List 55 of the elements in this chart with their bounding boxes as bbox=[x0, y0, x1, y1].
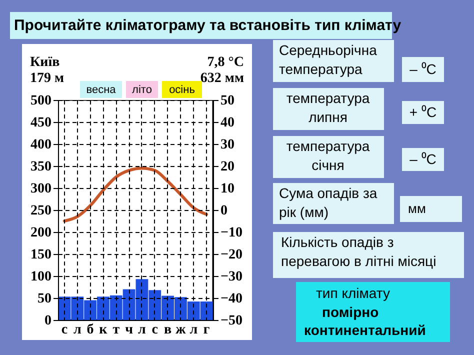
y2-tick-label: −10 bbox=[220, 226, 242, 240]
y2-tick-label: 50 bbox=[220, 94, 234, 108]
text: Київ bbox=[30, 55, 60, 70]
y-tick-label: 250 bbox=[30, 204, 52, 218]
text: весна bbox=[86, 84, 117, 96]
text: Середньорічна температура bbox=[279, 42, 378, 77]
x-tick-label: к bbox=[99, 322, 108, 338]
text: температура липня bbox=[286, 90, 370, 125]
y2-tick-label: −30 bbox=[220, 270, 242, 284]
x-tick-label: г bbox=[203, 322, 210, 338]
y-tick-label: 100 bbox=[30, 270, 52, 284]
text: помірно bbox=[322, 304, 379, 320]
text: осінь bbox=[169, 84, 196, 96]
y-tick-label: 500 bbox=[30, 94, 52, 108]
text: 179 м bbox=[30, 71, 64, 86]
text: температура січня bbox=[286, 138, 370, 173]
x-tick-label: л bbox=[73, 322, 82, 338]
text: Кількість опадів з перевагою в літні місяці bbox=[281, 234, 436, 269]
y-tick-label: 300 bbox=[30, 182, 52, 196]
y-tick-label: 400 bbox=[30, 138, 52, 152]
text: Сума опадів за рік (мм) bbox=[279, 185, 378, 220]
y-tick-label: 350 bbox=[30, 160, 52, 174]
text: – ⁰C bbox=[410, 61, 436, 77]
y-tick-label: 450 bbox=[30, 116, 52, 130]
y2-tick-label: −20 bbox=[220, 248, 242, 262]
y2-tick-label: 20 bbox=[220, 160, 234, 174]
y2-tick-label: 10 bbox=[220, 182, 234, 196]
x-tick-label: ч bbox=[125, 322, 134, 338]
x-tick-label: л bbox=[138, 322, 146, 338]
y-tick-label: 0 bbox=[44, 314, 52, 328]
text: 632 мм bbox=[200, 71, 244, 86]
y2-tick-label: 30 bbox=[220, 138, 234, 152]
text: + ⁰C bbox=[409, 104, 437, 120]
line-series bbox=[62, 166, 208, 222]
text: мм bbox=[408, 201, 426, 216]
chart-title: Прочитайте кліматограму та встановіть тип клімату bbox=[14, 17, 402, 34]
x-tick-label: с bbox=[61, 322, 68, 338]
y-tick-label: 150 bbox=[30, 248, 52, 262]
x-tick-label: л bbox=[190, 322, 198, 338]
y2-tick-label: −50 bbox=[220, 314, 242, 328]
text: літо bbox=[132, 84, 152, 96]
text: континентальний bbox=[304, 322, 426, 338]
y2-tick-label: 0 bbox=[220, 204, 228, 218]
x-tick-label: т bbox=[112, 322, 120, 338]
x-tick-label: в bbox=[164, 322, 172, 338]
y-tick-label: 50 bbox=[38, 292, 52, 306]
text: – ⁰C bbox=[410, 151, 436, 167]
text: тип клімату bbox=[316, 285, 390, 301]
y2-tick-label: 40 bbox=[220, 116, 234, 130]
y2-tick-label: −40 bbox=[220, 292, 242, 306]
x-tick-label: ж bbox=[176, 322, 187, 338]
text: 7,8 °C bbox=[207, 55, 244, 70]
y-tick-label: 200 bbox=[30, 226, 52, 240]
x-tick-label: с bbox=[152, 322, 158, 338]
x-tick-label: б bbox=[86, 322, 94, 338]
